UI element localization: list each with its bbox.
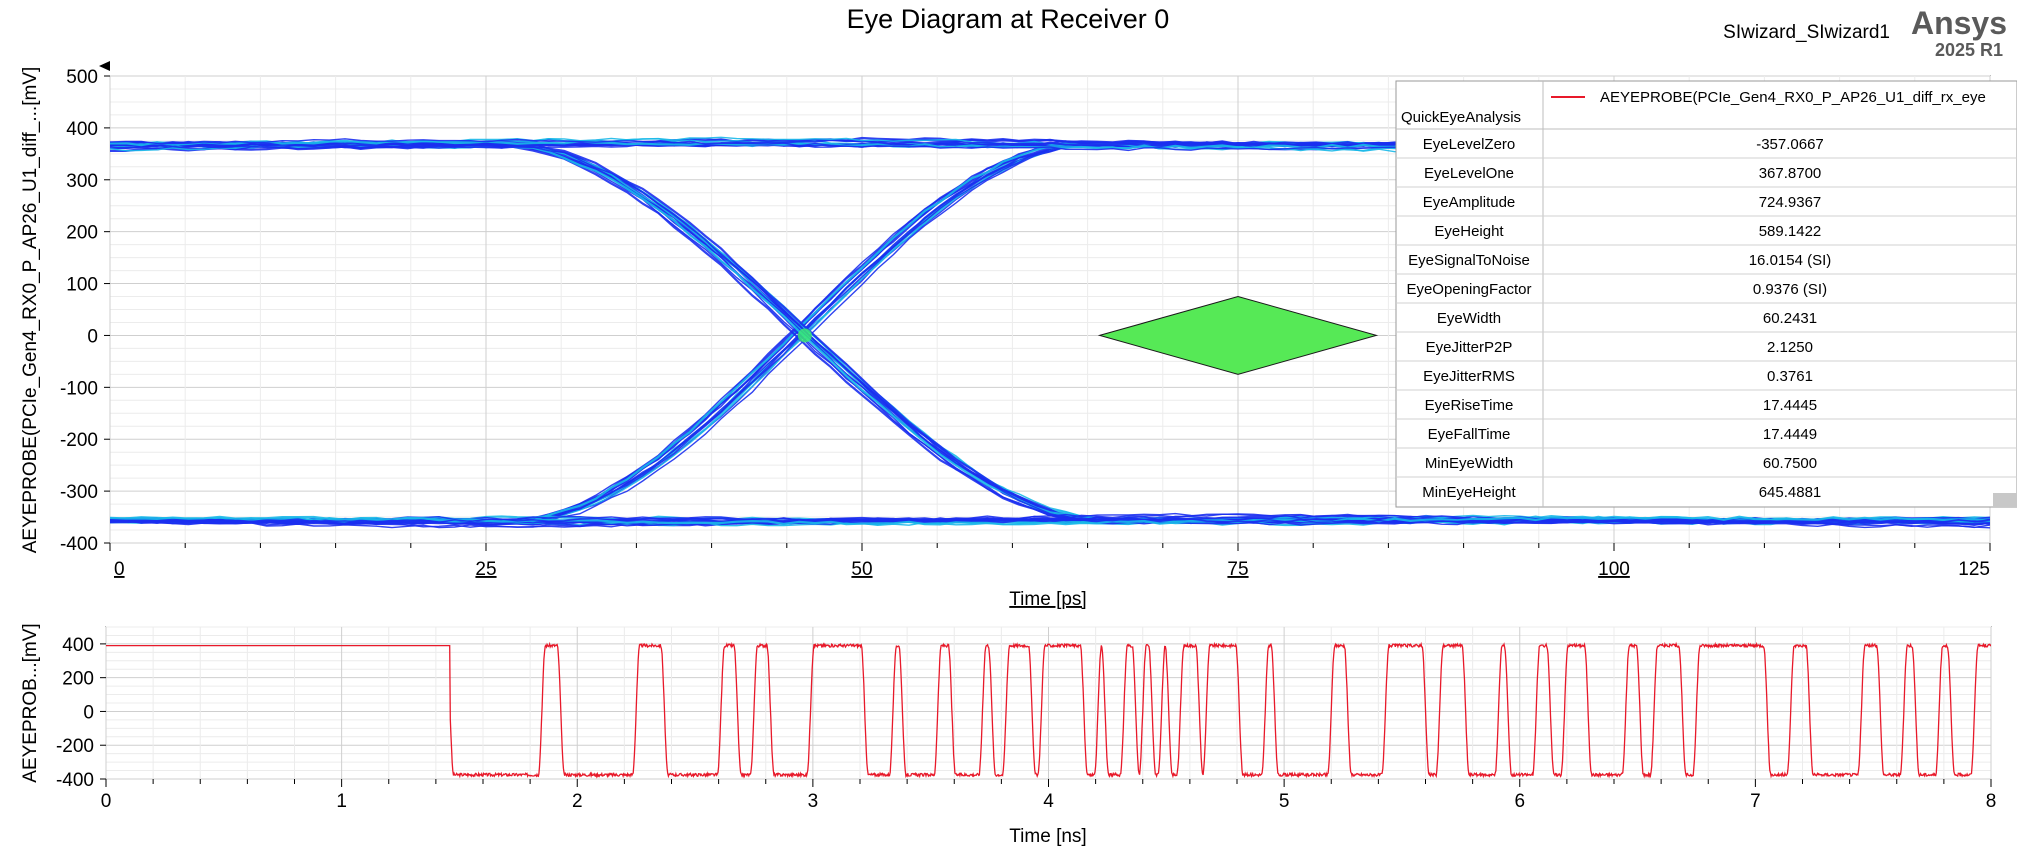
eye-y-tick-label: -200	[60, 430, 98, 451]
legend-measure-name: EyeLevelZero	[1423, 136, 1516, 153]
waveform-x-axis-label: Time [ns]	[1009, 826, 1086, 847]
eye-y-tick-label: 100	[66, 275, 98, 296]
eye-measurement-legend[interactable]: AEYEPROBE(PCIe_Gen4_RX0_P_AP26_U1_diff_r…	[1395, 80, 2017, 508]
legend-measure-value: 0.3761	[1767, 368, 1813, 385]
legend-measure-value: 16.0154 (SI)	[1749, 252, 1832, 269]
legend-measure-value: 589.1422	[1759, 223, 1822, 240]
eye-x-tick-label: 100	[1598, 559, 1630, 580]
eye-trace-low	[110, 517, 1990, 525]
eye-y-tick-label: -300	[60, 482, 98, 503]
waveform-x-axis: 0 1 2 3 4 5 6 7 8	[101, 779, 1997, 812]
eye-x-tick-label: 0	[114, 559, 125, 580]
legend-measure-name: EyeWidth	[1437, 310, 1501, 327]
waveform-x-tick-label: 4	[1043, 791, 1054, 812]
waveform-y-tick-label: 400	[62, 635, 94, 656]
eye-trace-low	[110, 515, 1990, 526]
waveform-y-tick-label: 0	[83, 702, 94, 723]
eye-x-axis: 0 25 50 75 100 125	[109, 543, 1991, 580]
legend-measure-value: 60.2431	[1763, 310, 1817, 327]
eye-trace-low	[110, 514, 1990, 527]
waveform-trace[interactable]	[106, 641, 1991, 779]
waveform-x-tick-label: 6	[1514, 791, 1525, 812]
eye-mask[interactable]	[1097, 295, 1379, 375]
waveform-y-axis-label: AEYEPROB...[mV]	[20, 623, 41, 782]
legend-measure-value: 2.1250	[1767, 339, 1813, 356]
legend-measure-name: EyeSignalToNoise	[1408, 252, 1530, 269]
eye-trace-low	[110, 512, 1990, 529]
legend-measure-value: 367.8700	[1759, 165, 1822, 182]
waveform-y-tick-label: -200	[56, 736, 94, 757]
eye-x-tick-label: 75	[1227, 559, 1248, 580]
ansys-logo: Ansys	[1911, 5, 2007, 41]
legend-measure-name: EyeHeight	[1434, 223, 1504, 240]
eye-trace-low	[110, 517, 1990, 525]
eye-y-tick-label: -400	[60, 534, 98, 555]
legend-measure-value: 17.4445	[1763, 397, 1817, 414]
brand-version: 2025 R1	[1935, 40, 2003, 60]
waveform-y-axis: -400 -200 0 200 400	[56, 635, 106, 791]
eye-y-tick-label: 400	[66, 119, 98, 140]
legend-measure-value: 724.9367	[1759, 194, 1822, 211]
waveform-y-tick-label: -400	[56, 770, 94, 791]
legend-rows: EyeLevelZero -357.0667 EyeLevelOne 367.8700…	[1396, 136, 2017, 501]
eye-y-tick-label: 500	[66, 67, 98, 88]
legend-trace-name: AEYEPROBE(PCIe_Gen4_RX0_P_AP26_U1_diff_r…	[1600, 89, 1986, 106]
legend-measure-name: EyeRiseTime	[1425, 397, 1514, 414]
legend-measure-name: MinEyeHeight	[1422, 484, 1516, 501]
legend-measure-value: -357.0667	[1756, 136, 1824, 153]
eye-x-axis-label: Time [ps]	[1009, 589, 1086, 610]
waveform-x-tick-label: 2	[572, 791, 583, 812]
legend-measure-value: 0.9376 (SI)	[1753, 281, 1827, 298]
eye-y-axis: -400 -300 -200 -100 0 100 200 300 400 500	[60, 67, 110, 555]
waveform-x-tick-label: 1	[336, 791, 347, 812]
legend-measure-value: 645.4881	[1759, 484, 1822, 501]
eye-y-tick-label: 200	[66, 223, 98, 244]
panel-collapse-icon[interactable]	[99, 61, 110, 71]
legend-measure-name: EyeJitterRMS	[1423, 368, 1515, 385]
eye-y-axis-label: AEYEPROBE(PCIe_Gen4_RX0_P_AP26_U1_diff_.…	[20, 67, 41, 554]
eye-y-tick-label: -100	[60, 378, 98, 399]
legend-analysis-name: QuickEyeAnalysis	[1401, 109, 1521, 126]
waveform-y-tick-label: 200	[62, 669, 94, 690]
waveform-grid	[105, 626, 1992, 780]
eye-crossing-point	[797, 328, 812, 343]
legend-measure-name: EyeJitterP2P	[1426, 339, 1513, 356]
waveform-x-tick-label: 7	[1750, 791, 1761, 812]
waveform-panel: -400 -200 0 200 400 0 1 2 3 4 5 6 7 8 AEYEPROB...[mV…	[20, 623, 1996, 847]
legend-measure-name: EyeFallTime	[1428, 426, 1511, 443]
waveform-x-tick-label: 3	[808, 791, 819, 812]
waveform-x-tick-label: 8	[1986, 791, 1997, 812]
eye-x-tick-label: 25	[475, 559, 496, 580]
legend-measure-name: EyeLevelOne	[1424, 165, 1514, 182]
eye-x-tick-label: 125	[1958, 559, 1990, 580]
eye-y-tick-label: 300	[66, 171, 98, 192]
legend-measure-name: EyeOpeningFactor	[1406, 281, 1531, 298]
waveform-x-tick-label: 5	[1279, 791, 1290, 812]
chart-title: Eye Diagram at Receiver 0	[847, 4, 1170, 34]
eye-y-tick-label: 0	[87, 326, 98, 347]
design-name: SIwizard_SIwizard1	[1723, 22, 1890, 43]
legend-measure-value: 17.4449	[1763, 426, 1817, 443]
waveform-x-tick-label: 0	[101, 791, 112, 812]
eye-x-tick-label: 50	[851, 559, 872, 580]
legend-measure-name: EyeAmplitude	[1423, 194, 1516, 211]
legend-measure-name: MinEyeWidth	[1425, 455, 1513, 472]
legend-measure-value: 60.7500	[1763, 455, 1817, 472]
